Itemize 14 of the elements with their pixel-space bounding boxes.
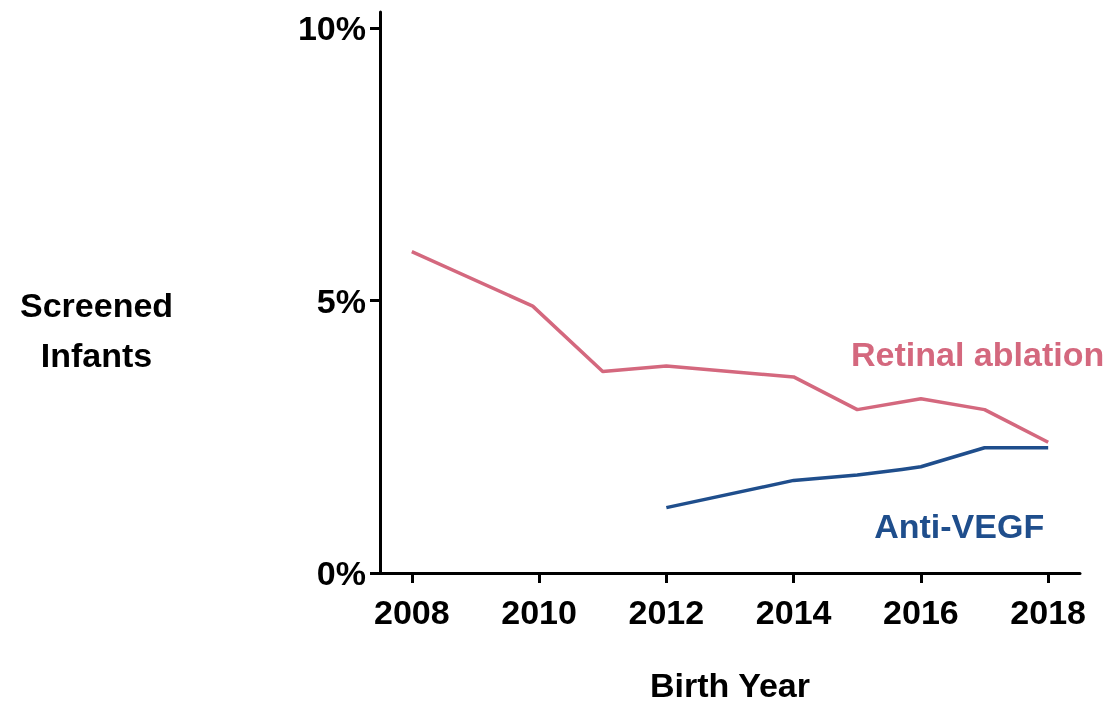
- x-tick-label: 2010: [501, 593, 577, 631]
- x-axis-title: Birth Year: [649, 666, 811, 704]
- x-tick-label: 2008: [374, 593, 450, 631]
- series-label: Anti-VEGF: [874, 506, 1045, 545]
- y-tick-label: 5%: [316, 281, 366, 320]
- series-label: Retinal ablation: [851, 335, 1105, 374]
- x-tick-label: 2012: [628, 593, 705, 631]
- x-tick-label: 2014: [755, 593, 832, 631]
- y-tick-label: 10%: [297, 9, 366, 48]
- x-tick-label: 2016: [883, 593, 959, 631]
- x-tick-label: 2018: [1010, 593, 1086, 631]
- y-axis-title: Screened Infants: [19, 286, 174, 374]
- y-tick-label: 0%: [316, 554, 366, 592]
- line-series: [664, 445, 1050, 510]
